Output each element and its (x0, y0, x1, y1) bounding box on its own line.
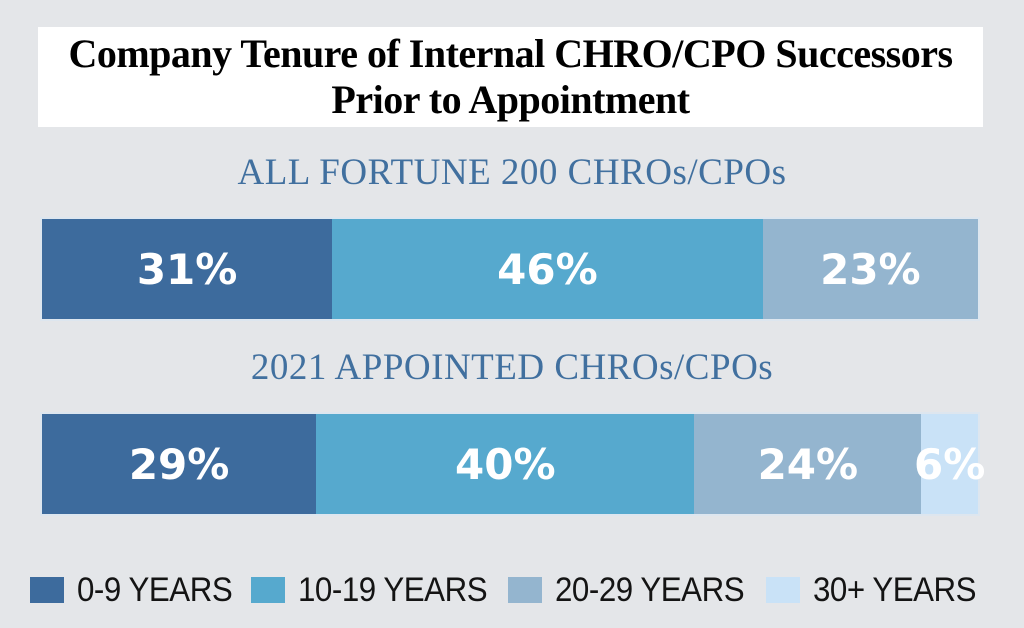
legend-swatch-icon (30, 577, 64, 603)
bar-value-label: 40% (455, 439, 556, 489)
legend-item-0-9-years: 0-9 YEARS (30, 571, 246, 610)
section-heading-all-fortune-200: ALL FORTUNE 200 CHROs/CPOs (237, 152, 787, 193)
bar-1-segment-0-9-years: 29% (42, 414, 317, 514)
legend-item-20-29-years: 20-29 YEARS (508, 571, 761, 610)
legend-swatch-icon (250, 577, 285, 603)
legend-item-30-years: 30+ YEARS (765, 570, 990, 610)
bar-1-segment-20-29-years: 24% (694, 414, 922, 514)
legend-label: 20-29 YEARS (555, 570, 745, 609)
bar-value-label: 24% (757, 439, 859, 489)
bar-0-segment-0-9-years: 31% (42, 219, 333, 319)
bar-value-label: 31% (136, 244, 238, 294)
legend-swatch-icon (765, 577, 800, 603)
legend-label: 10-19 YEARS (297, 570, 488, 609)
legend-item-10-19-years: 10-19 YEARS (250, 570, 504, 610)
chart-title-line-1: Company Tenure of Internal CHRO/CPO Succ… (68, 31, 953, 76)
bar-value-label: 29% (128, 439, 230, 489)
legend-swatch-icon (508, 577, 543, 603)
bar-1-segment-30-years: 6% (914, 414, 985, 514)
bar-1-segment-10-19-years: 40% (316, 414, 695, 514)
bar-value-label: 23% (820, 244, 921, 294)
bar-0-segment-10-19-years: 46% (332, 219, 763, 319)
section-heading-2021-appointed: 2021 APPOINTED CHROs/CPOs (250, 347, 774, 388)
chart-title: Company Tenure of Internal CHRO/CPO Succ… (38, 27, 983, 127)
legend: 0-9 YEARS 10-19 YEARS 20-29 YEARS 30+ YEARS (30, 566, 990, 614)
bar-2021-appointed: 29% 40% 24% 6% (40, 412, 985, 516)
chart-title-line-2: Prior to Appointment (331, 77, 690, 122)
legend-label: 0-9 YEARS (77, 570, 233, 609)
bar-0-segment-20-29-years: 23% (762, 219, 978, 319)
legend-label: 30+ YEARS (812, 570, 977, 609)
bar-value-label: 46% (497, 244, 598, 294)
bar-value-label: 6% (914, 439, 986, 489)
bar-all-fortune-200: 31% 46% 23% (40, 217, 980, 321)
